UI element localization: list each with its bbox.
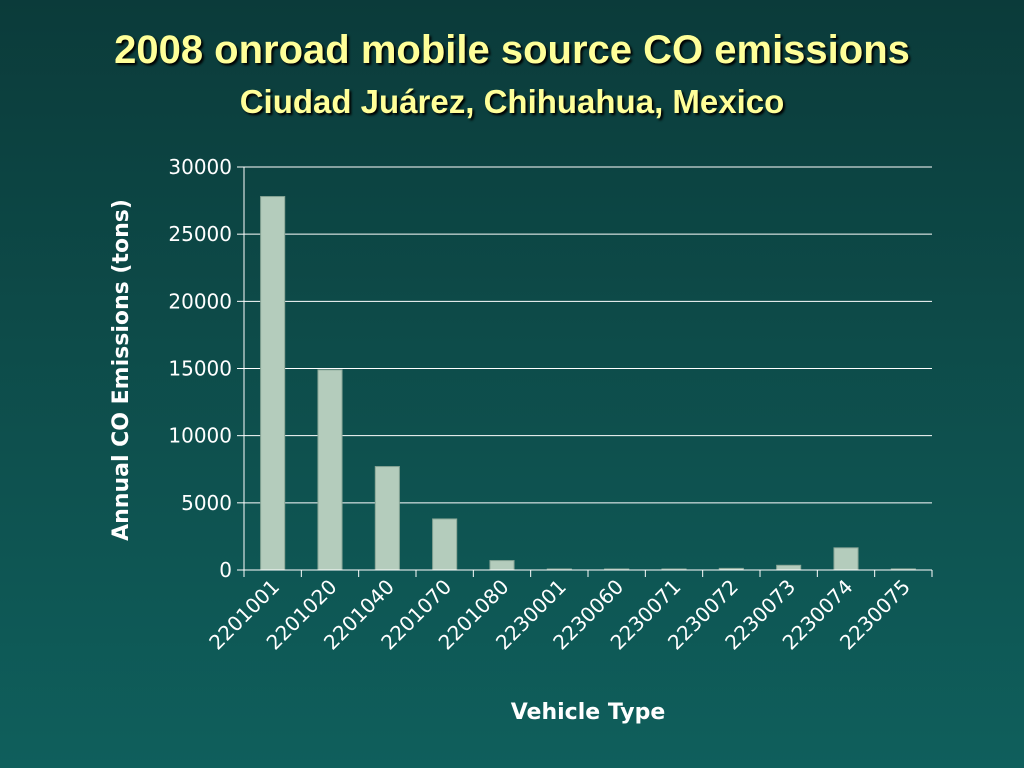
bar-2230073	[776, 564, 802, 571]
bar-2201020	[317, 369, 343, 571]
bar-2201001	[260, 196, 286, 571]
bar-2201070	[432, 518, 458, 571]
x-axis-label: Vehicle Type	[511, 700, 666, 725]
gridlines	[244, 166, 932, 504]
bar-2201080	[489, 560, 515, 571]
y-tick-label: 20000	[168, 289, 232, 313]
y-tick-labels: 0 5000 10000 15000 20000 25000 30000	[168, 155, 232, 582]
axes	[237, 166, 933, 577]
y-tick-label: 5000	[181, 491, 232, 515]
bar-2230074	[833, 547, 859, 571]
slide-subtitle: Ciudad Juárez, Chihuahua, Mexico	[239, 83, 785, 120]
y-axis-label: Annual CO Emissions (tons)	[109, 199, 134, 541]
y-tick-label: 30000	[168, 155, 232, 179]
y-tick-label: 10000	[168, 424, 232, 448]
y-tick-label: 25000	[168, 222, 232, 246]
slide-title: 2008 onroad mobile source CO emissions	[114, 28, 910, 72]
bars	[260, 196, 916, 571]
y-tick-label: 15000	[168, 357, 232, 381]
bar-2201040	[374, 466, 400, 571]
y-tick-label: 0	[219, 558, 232, 582]
x-tick-labels: 2201001220102022010402201070220108022300…	[204, 575, 915, 655]
